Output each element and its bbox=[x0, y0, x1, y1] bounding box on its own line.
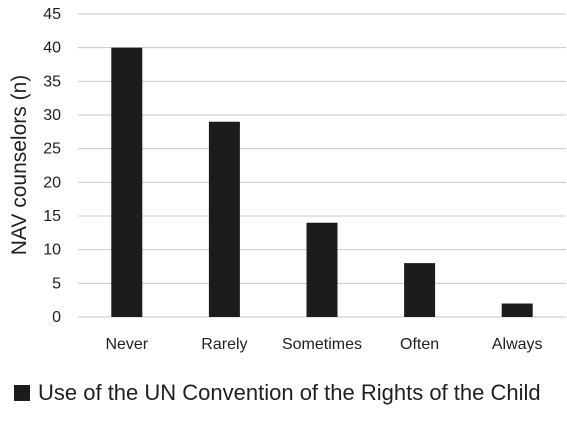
bar-always bbox=[501, 303, 533, 317]
x-tick-label-rarely: Rarely bbox=[201, 336, 247, 353]
bar-never bbox=[111, 47, 143, 318]
y-tick-label: 40 bbox=[43, 40, 61, 57]
y-tick-label: 35 bbox=[43, 73, 61, 90]
gridlines bbox=[78, 13, 566, 318]
y-tick-label: 25 bbox=[43, 141, 61, 158]
y-tick-label: 0 bbox=[52, 309, 61, 326]
x-axis-tick-labels: Never Rarely Sometimes Often Always bbox=[105, 336, 542, 353]
bar-often bbox=[404, 263, 436, 317]
y-tick-label: 5 bbox=[52, 275, 61, 292]
legend-swatch bbox=[14, 385, 30, 401]
x-tick-label-sometimes: Sometimes bbox=[282, 336, 362, 353]
y-tick-label: 10 bbox=[43, 242, 61, 259]
y-tick-label: 20 bbox=[43, 174, 61, 191]
y-tick-label: 45 bbox=[43, 6, 61, 23]
bars bbox=[111, 47, 533, 318]
bar-rarely bbox=[208, 121, 240, 317]
legend-label: Use of the UN Convention of the Rights o… bbox=[38, 380, 541, 405]
y-tick-label: 30 bbox=[43, 107, 61, 124]
x-tick-label-always: Always bbox=[492, 336, 543, 353]
y-axis-title: NAV counselors (n) bbox=[8, 75, 31, 256]
x-tick-label-often: Often bbox=[400, 336, 439, 353]
bar-sometimes bbox=[306, 222, 338, 317]
legend: Use of the UN Convention of the Rights o… bbox=[14, 378, 554, 408]
y-axis-tick-labels: 0 5 10 15 20 25 30 35 40 45 bbox=[43, 6, 61, 326]
x-tick-label-never: Never bbox=[105, 336, 148, 353]
y-tick-label: 15 bbox=[43, 208, 61, 225]
